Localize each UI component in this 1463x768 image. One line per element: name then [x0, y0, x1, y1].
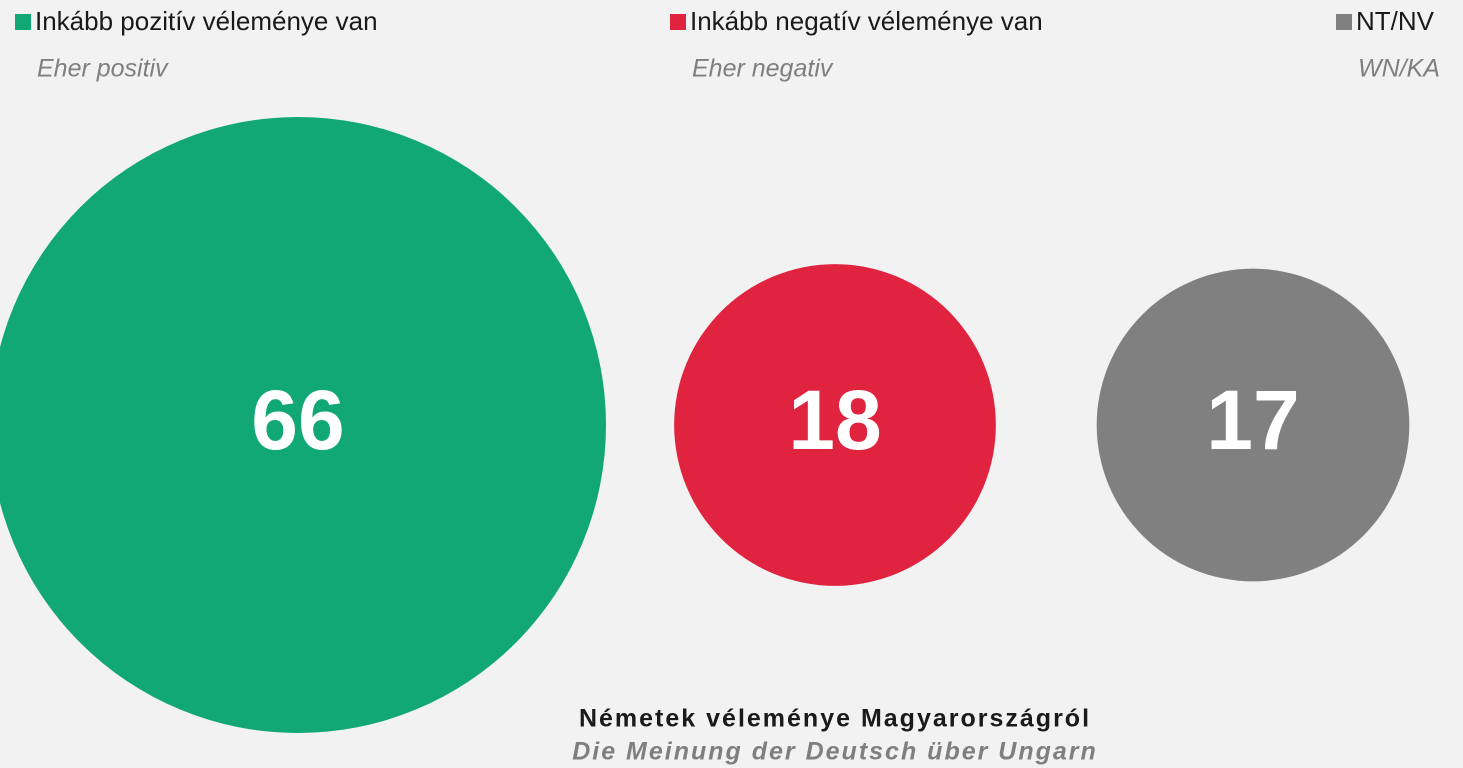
legend-translation: Eher negativ	[692, 55, 834, 83]
legend-swatch	[15, 14, 31, 30]
legend-translation: Eher positiv	[37, 55, 169, 83]
value-label: 17	[1206, 373, 1299, 467]
bubble	[0, 117, 606, 733]
legend-swatch	[1336, 14, 1352, 30]
chart-subtitle: Die Meinung der Deutsch über Ungarn	[572, 738, 1098, 766]
bubble	[674, 264, 996, 586]
legend-translation: WN/KA	[1358, 55, 1440, 83]
chart-title: Németek véleménye Magyarországról	[579, 705, 1091, 733]
bubble	[1096, 268, 1410, 582]
legend-label: Inkább negatív véleménye van	[690, 6, 1043, 36]
legend-swatch	[670, 14, 686, 30]
legend-label: Inkább pozitív véleménye van	[35, 6, 378, 36]
legend-label: NT/NV	[1356, 6, 1435, 36]
value-label: 66	[251, 373, 344, 467]
value-label: 18	[788, 373, 881, 467]
